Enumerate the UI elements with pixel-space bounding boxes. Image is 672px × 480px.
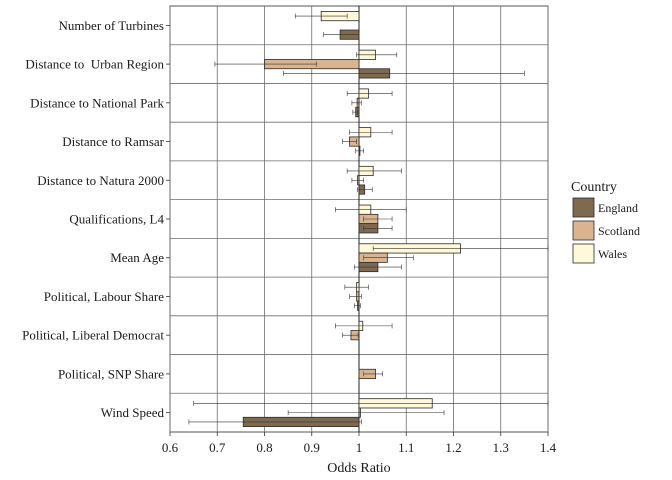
error-bar-scotland <box>363 371 383 377</box>
error-bar-scotland <box>363 255 414 261</box>
error-bar-wales <box>193 400 549 406</box>
error-bar-scotland <box>214 61 317 67</box>
category-label: Political, SNP Share <box>58 366 164 381</box>
category-label: Political, Labour Share <box>44 289 164 304</box>
legend-swatch <box>572 220 595 241</box>
error-bar-england <box>188 419 362 425</box>
error-bar-wales <box>335 207 407 213</box>
error-bar-wales <box>294 13 348 19</box>
x-tick-label: 1.2 <box>445 440 461 455</box>
category-labels: Number of Turbines Distance to Urban Regi… <box>22 18 170 420</box>
legend-item-scotland: Scotland <box>572 220 640 241</box>
error-bar-scotland <box>351 100 362 106</box>
x-tick-label: 1.3 <box>493 440 509 455</box>
x-axis-title: Odds Ratio <box>327 461 390 476</box>
category-label: Political, Liberal Democrat <box>22 328 164 343</box>
error-bar-wales <box>346 91 393 97</box>
category-label: Distance to National Park <box>30 95 164 110</box>
legend-label: England <box>598 201 638 215</box>
legend: Country England Scotland Wales <box>571 180 640 264</box>
error-bar-scotland <box>349 293 362 299</box>
category-label: Distance to Urban Region <box>25 57 164 72</box>
error-bar-england <box>323 32 360 38</box>
error-bar-wales <box>346 168 402 174</box>
error-bar-england <box>357 187 373 193</box>
legend-swatch <box>572 243 595 264</box>
legend-swatch <box>572 197 595 218</box>
x-tick-label: 0.8 <box>256 440 272 455</box>
category-label: Mean Age <box>110 250 164 265</box>
error-bar-wales <box>349 129 393 135</box>
x-axis-ticks: 0.6 0.7 0.8 0.9 1 1.1 1.2 1.3 1.4 <box>162 432 557 455</box>
error-bar-scotland <box>351 177 365 183</box>
x-tick-label: 0.7 <box>209 440 226 455</box>
x-tick-label: 1.1 <box>398 440 414 455</box>
x-tick-label: 1.4 <box>540 440 557 455</box>
legend-label: Scotland <box>598 224 640 238</box>
error-bar-england <box>283 70 525 76</box>
error-bar-scotland <box>342 139 357 145</box>
error-bar-wales <box>356 52 398 58</box>
error-bar-wales <box>335 323 393 329</box>
x-tick-label: 0.6 <box>162 440 179 455</box>
category-label: Distance to Natura 2000 <box>37 173 164 188</box>
error-bar-england <box>363 225 393 231</box>
category-label: Distance to Ramsar <box>62 134 164 149</box>
x-tick-label: 0.9 <box>304 440 320 455</box>
error-bar-wales <box>344 284 369 290</box>
legend-item-england: England <box>572 197 638 218</box>
gridlines <box>169 6 549 432</box>
legend-item-wales: Wales <box>572 243 627 264</box>
error-bar-england <box>355 148 365 154</box>
error-bar-wales <box>372 245 549 251</box>
category-label: Qualifications, L4 <box>69 212 164 227</box>
error-bar-scotland <box>363 216 393 222</box>
error-bar-england <box>352 109 358 115</box>
category-label: Number of Turbines <box>59 18 164 33</box>
legend-title: Country <box>571 180 617 195</box>
x-tick-label: 1 <box>356 440 363 455</box>
error-bar-england <box>353 264 402 270</box>
legend-label: Wales <box>598 247 627 261</box>
error-bar-scotland <box>342 332 359 338</box>
error-bar-scotland <box>287 410 445 416</box>
error-bar-england <box>353 303 361 309</box>
category-label: Wind Speed <box>101 405 165 420</box>
error-bars <box>188 13 549 425</box>
